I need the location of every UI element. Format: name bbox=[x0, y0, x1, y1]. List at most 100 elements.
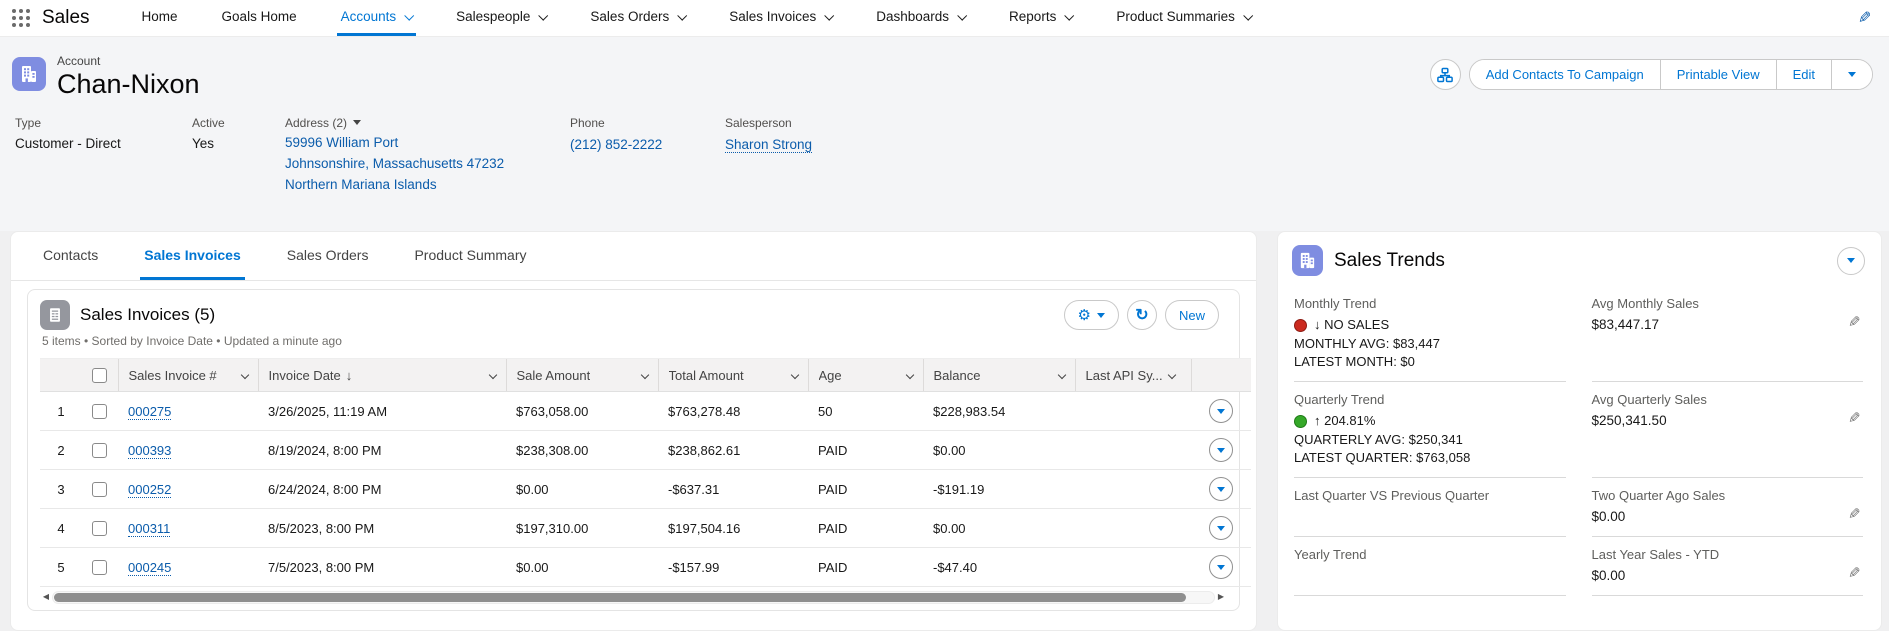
column-header-invoice-date[interactable]: Invoice Date ↓ bbox=[257, 358, 506, 392]
column-header-balance[interactable]: Balance bbox=[922, 358, 1075, 392]
chevron-down-icon[interactable] bbox=[640, 370, 649, 380]
phone-link[interactable]: (212) 852-2222 bbox=[570, 137, 663, 152]
row-checkbox[interactable] bbox=[92, 482, 107, 498]
app-launcher-icon[interactable] bbox=[12, 9, 30, 27]
column-header-age[interactable]: Age bbox=[807, 358, 923, 392]
nav-tab-home[interactable]: Home bbox=[141, 9, 178, 24]
hierarchy-icon bbox=[1437, 67, 1454, 82]
total-amount-cell: $763,278.48 bbox=[658, 391, 808, 431]
list-settings-button[interactable]: ⚙ bbox=[1063, 300, 1119, 330]
chevron-down-icon[interactable] bbox=[1057, 370, 1066, 380]
sale-amount-cell: $0.00 bbox=[506, 547, 658, 587]
invoice-link[interactable]: 000311 bbox=[128, 520, 171, 537]
field-this-year-sales: This Year Sales $763,058.00 ✎ bbox=[1294, 623, 1566, 630]
sales-trends-icon bbox=[1292, 245, 1323, 276]
new-button[interactable]: New bbox=[1164, 300, 1219, 330]
add-contacts-to-campaign-button[interactable]: Add Contacts To Campaign bbox=[1469, 60, 1660, 89]
table-header-row: Sales Invoice # Invoice Date ↓ Sale Amoun… bbox=[40, 358, 1251, 392]
row-actions-button[interactable] bbox=[1209, 477, 1233, 501]
address-line-3[interactable]: Northern Mariana Islands bbox=[285, 177, 437, 192]
edit-pencil-icon[interactable]: ✎ bbox=[1848, 565, 1861, 582]
active-value: Yes bbox=[192, 136, 215, 151]
column-header-total-amount[interactable]: Total Amount bbox=[657, 358, 808, 392]
tab-contacts[interactable]: Contacts bbox=[43, 246, 99, 263]
nav-tabs: Home Goals Home Accounts Salespeople Sal… bbox=[138, 0, 1255, 36]
balance-cell: -$47.40 bbox=[923, 547, 1075, 587]
related-lists-card: Contacts Sales Invoices Sales Orders Pro… bbox=[10, 231, 1257, 631]
chevron-down-icon[interactable] bbox=[790, 370, 799, 380]
total-amount-cell: $197,504.16 bbox=[658, 508, 808, 548]
horizontal-scrollbar: ◀ ▶ bbox=[40, 590, 1227, 604]
invoice-link[interactable]: 000252 bbox=[128, 481, 172, 498]
more-actions-button[interactable] bbox=[1831, 60, 1872, 89]
column-header-sales-invoice[interactable]: Sales Invoice # bbox=[117, 358, 258, 392]
dropdown-icon bbox=[1217, 486, 1225, 492]
chevron-down-icon[interactable] bbox=[677, 10, 688, 21]
address-line-1[interactable]: 59996 William Port bbox=[285, 135, 399, 150]
table-row: 2 000393 8/19/2024, 8:00 PM $238,308.00 … bbox=[40, 430, 1251, 470]
scrollbar-track[interactable] bbox=[52, 590, 1215, 604]
address-label[interactable]: Address (2) bbox=[285, 116, 570, 130]
invoice-link[interactable]: 000245 bbox=[128, 559, 172, 576]
salesperson-link[interactable]: Sharon Strong bbox=[725, 137, 813, 153]
total-amount-cell: -$157.99 bbox=[658, 547, 808, 587]
row-checkbox[interactable] bbox=[92, 404, 107, 420]
edit-button[interactable]: Edit bbox=[1775, 60, 1831, 89]
address-line-2[interactable]: Johnsonshire, Massachusetts 47232 bbox=[285, 156, 505, 171]
row-checkbox[interactable] bbox=[92, 443, 107, 459]
nav-tab-product-summaries[interactable]: Product Summaries bbox=[1112, 0, 1255, 36]
tab-product-summary[interactable]: Product Summary bbox=[414, 246, 527, 263]
chevron-down-icon[interactable] bbox=[905, 370, 914, 380]
chevron-down-icon[interactable] bbox=[240, 370, 249, 380]
age-cell: PAID bbox=[808, 430, 923, 470]
printable-view-button[interactable]: Printable View bbox=[1659, 60, 1776, 89]
scroll-right-arrow[interactable]: ▶ bbox=[1217, 592, 1225, 601]
edit-pencil-icon[interactable]: ✎ bbox=[1848, 410, 1861, 427]
hierarchy-button[interactable] bbox=[1429, 59, 1461, 90]
invoice-link[interactable]: 000275 bbox=[128, 403, 172, 420]
chevron-down-icon[interactable] bbox=[404, 10, 415, 21]
trend-down-indicator-icon bbox=[1294, 318, 1307, 332]
field-avg-quarterly-sales: Avg Quarterly Sales $250,341.50 ✎ bbox=[1591, 382, 1863, 478]
row-checkbox[interactable] bbox=[92, 521, 107, 537]
scrollbar-thumb[interactable] bbox=[54, 592, 1186, 602]
address-dropdown-icon[interactable] bbox=[353, 120, 362, 125]
scroll-left-arrow[interactable]: ◀ bbox=[42, 592, 50, 601]
edit-nav-pencil-icon[interactable]: ✎ bbox=[1857, 10, 1871, 27]
nav-tab-sales-invoices[interactable]: Sales Invoices bbox=[725, 0, 836, 36]
chevron-down-icon[interactable] bbox=[824, 10, 835, 21]
row-checkbox[interactable] bbox=[92, 560, 107, 576]
phone-label: Phone bbox=[570, 116, 605, 130]
tab-sales-invoices[interactable]: Sales Invoices bbox=[140, 232, 245, 280]
select-all-checkbox[interactable] bbox=[92, 368, 107, 384]
sale-amount-cell: $763,058.00 bbox=[506, 391, 658, 431]
nav-tab-goals-home[interactable]: Goals Home bbox=[221, 9, 297, 24]
chevron-down-icon[interactable] bbox=[538, 10, 549, 21]
nav-tab-dashboards[interactable]: Dashboards bbox=[872, 0, 969, 36]
row-actions-button[interactable] bbox=[1209, 555, 1233, 579]
edit-pencil-icon[interactable]: ✎ bbox=[1848, 506, 1861, 523]
edit-pencil-icon[interactable]: ✎ bbox=[1848, 314, 1861, 331]
nav-tab-salespeople[interactable]: Salespeople bbox=[452, 0, 550, 36]
column-header-sale-amount[interactable]: Sale Amount bbox=[505, 358, 658, 392]
nav-tab-sales-orders[interactable]: Sales Orders bbox=[586, 0, 689, 36]
chevron-down-icon[interactable] bbox=[1167, 370, 1176, 380]
table-row: 5 000245 7/5/2023, 8:00 PM $0.00 -$157.9… bbox=[40, 547, 1251, 587]
column-header-last-api-sync[interactable]: Last API Sy... bbox=[1074, 358, 1191, 392]
tab-sales-orders[interactable]: Sales Orders bbox=[286, 246, 369, 263]
panel-collapse-button[interactable] bbox=[1837, 246, 1865, 275]
row-actions-button[interactable] bbox=[1209, 516, 1233, 540]
field-last-year-sales: Last Year Sales $238,308.00 ✎ bbox=[1592, 623, 1864, 630]
table-row: 1 000275 3/26/2025, 11:19 AM $763,058.00… bbox=[40, 391, 1251, 431]
nav-tab-accounts[interactable]: Accounts bbox=[336, 0, 417, 36]
invoice-link[interactable]: 000393 bbox=[128, 442, 172, 459]
chevron-down-icon[interactable] bbox=[957, 10, 968, 21]
row-actions-button[interactable] bbox=[1209, 399, 1233, 423]
refresh-button[interactable]: ↻ bbox=[1126, 300, 1157, 330]
nav-tab-reports[interactable]: Reports bbox=[1005, 0, 1076, 36]
field-quarterly-trend: Quarterly Trend ↑ 204.81% QUARTERLY AVG:… bbox=[1294, 382, 1566, 478]
chevron-down-icon[interactable] bbox=[1064, 10, 1075, 21]
chevron-down-icon[interactable] bbox=[488, 370, 497, 380]
chevron-down-icon[interactable] bbox=[1243, 10, 1254, 21]
row-actions-button[interactable] bbox=[1209, 438, 1233, 462]
